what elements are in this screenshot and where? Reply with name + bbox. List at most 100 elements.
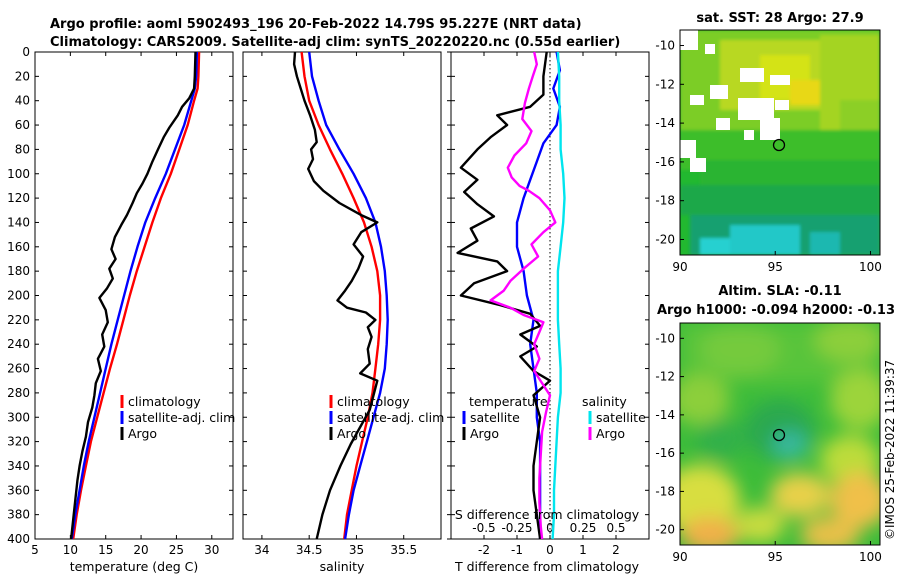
salinity-legend: climatology satellite-adj. clim Argo — [329, 394, 444, 441]
legend-title-salinity: salinity — [582, 394, 627, 409]
legend-label-satellite-adj: satellite-adj. clim — [128, 410, 235, 425]
depth-tick-label: 320 — [7, 435, 30, 449]
depth-tick-label: 200 — [7, 289, 30, 303]
sst-heatmap — [680, 30, 880, 255]
legend-label-argo: Argo — [128, 426, 157, 441]
depth-tick-label: 120 — [7, 191, 30, 205]
depth-tick-label: 300 — [7, 410, 30, 424]
depth-tick-label: 380 — [7, 508, 30, 522]
depth-tick-label: 340 — [7, 459, 30, 473]
sst-argo-location-marker — [772, 138, 786, 152]
depth-tick-label: 40 — [15, 94, 30, 108]
depth-tick-label: 60 — [15, 118, 30, 132]
temperature-tick-label: 30 — [204, 543, 219, 557]
temperature-series-satellite-adj-clim — [70, 51, 199, 540]
sla-lat-tick-label: -18 — [655, 484, 675, 498]
temperature-series-climatology — [72, 51, 201, 540]
sst-lat-tick-label: -18 — [655, 194, 675, 208]
depth-tick-label: 220 — [7, 313, 30, 327]
salinity-tick-label: 34.5 — [296, 543, 323, 557]
salinity-series-satellite-adj-clim — [308, 51, 389, 540]
depth-tick-label: 400 — [7, 532, 30, 546]
salinity-series-argo — [292, 51, 379, 540]
depth-tick-label: 260 — [7, 362, 30, 376]
sst-lat-tick-label: -20 — [655, 232, 675, 246]
difference-legend: temperature satellite Argo salinity sate… — [462, 394, 646, 441]
legend-label-climatology: climatology — [128, 394, 201, 409]
t-difference-tick-label: 1 — [579, 543, 587, 557]
sst-lon-tick-label: 95 — [768, 260, 783, 274]
legend-label-argo-s: Argo — [596, 426, 625, 441]
sst-lat-tick-label: -16 — [655, 155, 675, 169]
depth-tick-label: 360 — [7, 483, 30, 497]
imos-watermark: ©IMOS 25-Feb-2022 11:39:37 — [883, 360, 897, 540]
temperature-panel-frame — [34, 51, 234, 540]
sla-heatmap — [680, 323, 880, 545]
depth-tick-label: 240 — [7, 337, 30, 351]
legend-label-argo: Argo — [337, 426, 366, 441]
temperature-tick-label: 10 — [63, 543, 78, 557]
sla-lat-tick-label: -12 — [655, 370, 675, 384]
sla-lat-tick-label: -16 — [655, 446, 675, 460]
depth-tick-label: 140 — [7, 215, 30, 229]
s-difference-axis-label: S difference from climatology — [455, 507, 640, 522]
depth-tick-label: 80 — [15, 142, 30, 156]
depth-tick-label: 0 — [22, 45, 30, 59]
salinity-tick-label: 34 — [254, 543, 269, 557]
depth-tick-label: 20 — [15, 69, 30, 83]
s-difference-tick-label: -0.25 — [501, 521, 532, 535]
temperature-legend: climatology satellite-adj. clim Argo — [120, 394, 235, 441]
sst-lat-tick-label: -12 — [655, 77, 675, 91]
depth-tick-label: 160 — [7, 240, 30, 254]
t-difference-tick-label: -2 — [478, 543, 490, 557]
salinity-axis-label: salinity — [320, 559, 365, 574]
t-difference-axis-label: T difference from climatology — [454, 559, 640, 574]
legend-label-satellite-adj: satellite-adj. clim — [337, 410, 444, 425]
legend-label-argo-t: Argo — [470, 426, 499, 441]
sla-lon-tick-label: 100 — [859, 550, 882, 564]
sla-lon-tick-label: 95 — [768, 550, 783, 564]
legend-label-climatology: climatology — [337, 394, 410, 409]
depth-tick-label: 180 — [7, 264, 30, 278]
sst-lon-tick-label: 90 — [672, 260, 687, 274]
temperature-tick-label: 20 — [133, 543, 148, 557]
figure-title-line-2: Climatology: CARS2009. Satellite-adj cli… — [50, 35, 620, 50]
salinity-series-climatology — [300, 51, 382, 540]
sla-lon-tick-label: 90 — [672, 550, 687, 564]
temperature-tick-label: 15 — [98, 543, 113, 557]
sst-lat-tick-label: -14 — [655, 116, 675, 130]
differences-series-satellite-t — [515, 51, 562, 539]
sla-map-frame — [679, 322, 881, 546]
sla-lat-tick-label: -20 — [655, 523, 675, 537]
legend-title-temperature: temperature — [469, 394, 548, 409]
temperature-axis-label: temperature (deg C) — [70, 559, 199, 574]
temperature-series-argo — [69, 51, 197, 540]
depth-tick-label: 280 — [7, 386, 30, 400]
temperature-tick-label: 5 — [31, 543, 39, 557]
differences-series-argo-s — [489, 51, 557, 540]
salinity-tick-label: 35 — [349, 543, 364, 557]
s-difference-tick-label: 0.25 — [570, 521, 597, 535]
t-difference-tick-label: 2 — [612, 543, 620, 557]
s-difference-tick-label: -0.5 — [472, 521, 495, 535]
sla-map-title: Altim. SLA: -0.11 — [718, 284, 841, 299]
differences-series-satellite-s — [551, 51, 566, 540]
t-difference-tick-label: -1 — [511, 543, 523, 557]
legend-label-sat-s: satellite — [596, 410, 646, 425]
depth-tick-label: 100 — [7, 167, 30, 181]
sla-map-subtitle: Argo h1000: -0.094 h2000: -0.13 — [657, 303, 895, 318]
sst-lat-tick-label: -10 — [655, 39, 675, 53]
figure-title-line-1: Argo profile: aoml 5902493_196 20-Feb-20… — [50, 17, 582, 32]
legend-label-sat-t: satellite — [470, 410, 520, 425]
t-difference-tick-label: 0 — [546, 543, 554, 557]
s-difference-tick-label: 0.5 — [606, 521, 625, 535]
sla-argo-location-marker — [772, 428, 786, 442]
salinity-tick-label: 35.5 — [390, 543, 417, 557]
differences-series-argo-t — [456, 51, 552, 540]
temperature-tick-label: 25 — [169, 543, 184, 557]
sst-map-title: sat. SST: 28 Argo: 27.9 — [696, 11, 863, 26]
sst-map-frame — [679, 29, 881, 256]
sla-lat-tick-label: -10 — [655, 331, 675, 345]
sla-lat-tick-label: -14 — [655, 408, 675, 422]
